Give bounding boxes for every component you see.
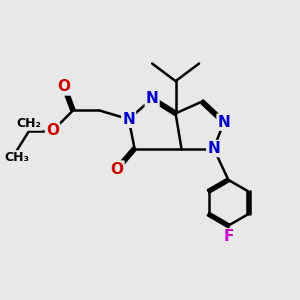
Text: N: N [207,141,220,156]
Text: O: O [46,123,59,138]
Text: CH₂: CH₂ [16,117,41,130]
Text: O: O [110,162,124,177]
Text: N: N [146,91,158,106]
Text: N: N [218,115,230,130]
Text: F: F [223,229,233,244]
Text: N: N [122,112,135,127]
Text: O: O [58,80,71,94]
Text: CH₃: CH₃ [5,151,30,164]
